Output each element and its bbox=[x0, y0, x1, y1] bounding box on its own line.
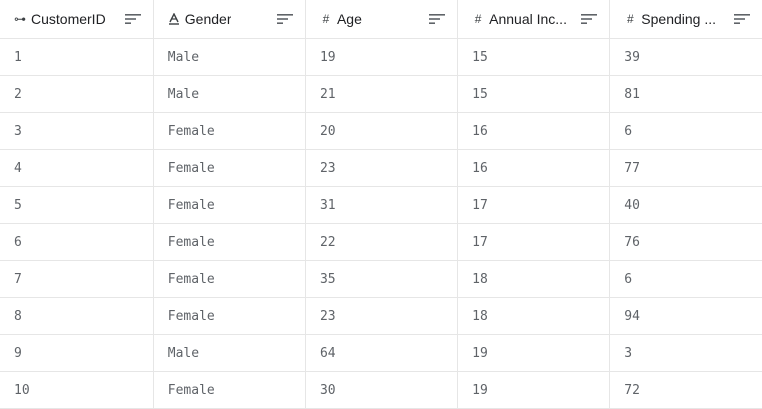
sort-icon[interactable] bbox=[581, 12, 598, 26]
cell-age: 35 bbox=[305, 260, 459, 298]
column-header-customerid[interactable]: ⊶ CustomerID bbox=[0, 0, 154, 39]
cell-age: 64 bbox=[305, 334, 459, 372]
cell-customerid: 5 bbox=[0, 186, 154, 224]
table-row: 1 Male 19 15 39 bbox=[0, 38, 762, 76]
cell-annual-income: 15 bbox=[457, 38, 611, 76]
cell-annual-income: 18 bbox=[457, 260, 611, 298]
cell-annual-income: 19 bbox=[457, 371, 611, 409]
table-row: 9 Male 64 19 3 bbox=[0, 334, 762, 372]
column-label: Gender bbox=[184, 11, 232, 27]
cell-gender: Male bbox=[153, 334, 306, 372]
table-header: ⊶ CustomerID Gender bbox=[0, 0, 762, 39]
cell-customerid: 8 bbox=[0, 297, 154, 335]
sort-icon[interactable] bbox=[429, 12, 446, 26]
cell-age: 30 bbox=[305, 371, 459, 409]
cell-age: 21 bbox=[305, 75, 459, 113]
cell-customerid: 7 bbox=[0, 260, 154, 298]
cell-spending: 76 bbox=[609, 223, 762, 261]
table-row: 3 Female 20 16 6 bbox=[0, 112, 762, 150]
table-row: 2 Male 21 15 81 bbox=[0, 75, 762, 113]
cell-gender: Female bbox=[153, 112, 306, 150]
cell-customerid: 6 bbox=[0, 223, 154, 261]
column-header-gender[interactable]: Gender bbox=[153, 0, 306, 39]
cell-age: 31 bbox=[305, 186, 459, 224]
cell-annual-income: 15 bbox=[457, 75, 611, 113]
cell-gender: Female bbox=[153, 149, 306, 187]
cell-age: 19 bbox=[305, 38, 459, 76]
column-header-spending[interactable]: # Spending ... bbox=[609, 0, 762, 39]
cell-spending: 6 bbox=[609, 112, 762, 150]
cell-customerid: 4 bbox=[0, 149, 154, 187]
cell-annual-income: 19 bbox=[457, 334, 611, 372]
cell-spending: 40 bbox=[609, 186, 762, 224]
cell-customerid: 2 bbox=[0, 75, 154, 113]
cell-age: 22 bbox=[305, 223, 459, 261]
cell-spending: 72 bbox=[609, 371, 762, 409]
cell-customerid: 10 bbox=[0, 371, 154, 409]
sort-icon[interactable] bbox=[276, 12, 293, 26]
key-link-icon: ⊶ bbox=[14, 12, 26, 26]
hash-icon: # bbox=[322, 12, 330, 26]
column-label: CustomerID bbox=[31, 11, 106, 27]
cell-customerid: 1 bbox=[0, 38, 154, 76]
cell-gender: Female bbox=[153, 223, 306, 261]
cell-gender: Female bbox=[153, 260, 306, 298]
table-row: 10 Female 30 19 72 bbox=[0, 371, 762, 409]
cell-gender: Male bbox=[153, 38, 306, 76]
column-label: Annual Inc... bbox=[489, 11, 567, 27]
table-row: 8 Female 23 18 94 bbox=[0, 297, 762, 335]
table-row: 5 Female 31 17 40 bbox=[0, 186, 762, 224]
table-body: 1 Male 19 15 39 2 Male 21 15 81 3 Female… bbox=[0, 38, 762, 409]
table-row: 7 Female 35 18 6 bbox=[0, 260, 762, 298]
cell-gender: Female bbox=[153, 186, 306, 224]
column-header-age[interactable]: # Age bbox=[305, 0, 459, 39]
cell-annual-income: 17 bbox=[457, 186, 611, 224]
cell-age: 20 bbox=[305, 112, 459, 150]
hash-icon: # bbox=[474, 12, 482, 26]
cell-age: 23 bbox=[305, 149, 459, 187]
column-label: Age bbox=[336, 11, 362, 27]
column-label: Spending ... bbox=[641, 11, 717, 27]
header-row: ⊶ CustomerID Gender bbox=[0, 0, 762, 39]
cell-spending: 3 bbox=[609, 334, 762, 372]
text-type-icon bbox=[168, 12, 180, 26]
cell-customerid: 3 bbox=[0, 112, 154, 150]
hash-icon: # bbox=[626, 12, 634, 26]
cell-spending: 81 bbox=[609, 75, 762, 113]
cell-annual-income: 16 bbox=[457, 149, 611, 187]
cell-spending: 77 bbox=[609, 149, 762, 187]
cell-customerid: 9 bbox=[0, 334, 154, 372]
sort-icon[interactable] bbox=[734, 12, 750, 26]
table-row: 4 Female 23 16 77 bbox=[0, 149, 762, 187]
cell-annual-income: 18 bbox=[457, 297, 611, 335]
cell-spending: 39 bbox=[609, 38, 762, 76]
table-row: 6 Female 22 17 76 bbox=[0, 223, 762, 261]
cell-gender: Female bbox=[153, 297, 306, 335]
sort-icon[interactable] bbox=[124, 12, 141, 26]
cell-spending: 94 bbox=[609, 297, 762, 335]
cell-annual-income: 17 bbox=[457, 223, 611, 261]
cell-spending: 6 bbox=[609, 260, 762, 298]
cell-age: 23 bbox=[305, 297, 459, 335]
column-header-annual-income[interactable]: # Annual Inc... bbox=[457, 0, 611, 39]
cell-annual-income: 16 bbox=[457, 112, 611, 150]
cell-gender: Female bbox=[153, 371, 306, 409]
cell-gender: Male bbox=[153, 75, 306, 113]
